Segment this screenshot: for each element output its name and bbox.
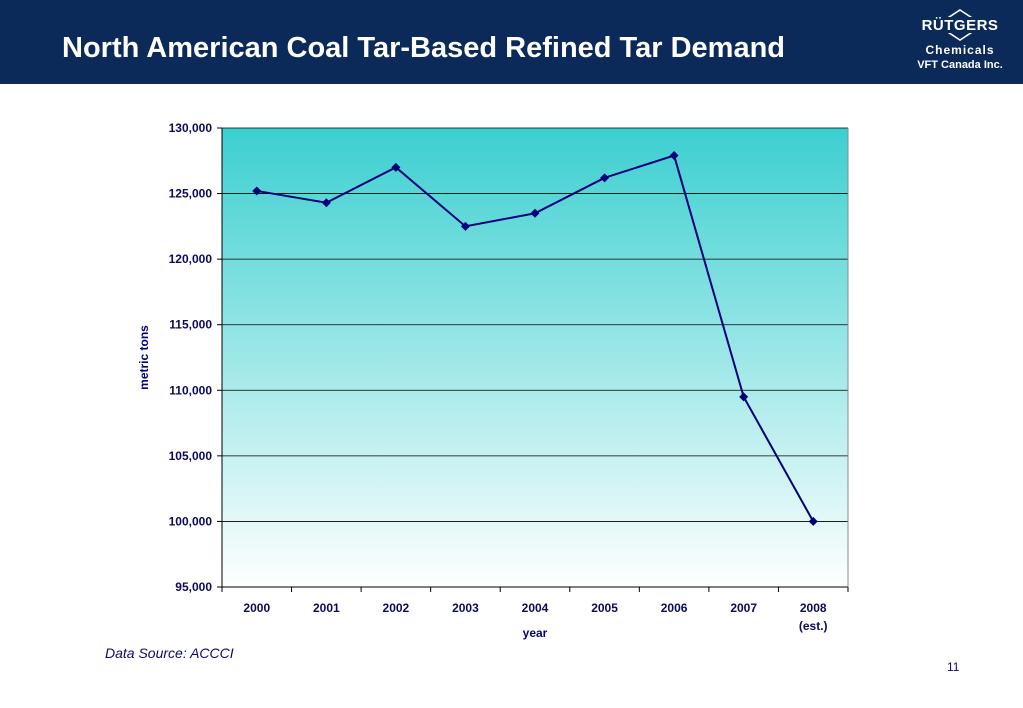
x-tick-label: 2002 — [383, 601, 410, 615]
y-tick-label: 105,000 — [169, 449, 213, 463]
data-point — [739, 392, 749, 402]
series — [252, 151, 818, 526]
data-point — [460, 221, 470, 231]
y-axis-title: metric tons — [137, 325, 151, 390]
gridlines — [222, 127, 848, 522]
axes: 95,000 100,000 105,000 110,000 115,000 120,00… — [169, 121, 849, 633]
y-tick-label: 95,000 — [175, 580, 212, 594]
rutgers-logo-icon: RÜTGERS — [911, 9, 1009, 41]
logo-company: VFT Canada Inc. — [917, 59, 1003, 71]
data-point — [600, 173, 610, 183]
y-tick-label: 125,000 — [169, 187, 213, 201]
data-source-note: Data Source: ACCCI — [105, 645, 234, 661]
header-bar: North American Coal Tar-Based Refined Ta… — [0, 0, 1023, 84]
data-point — [391, 162, 401, 172]
x-tick-label: 2001 — [313, 601, 340, 615]
data-point — [669, 151, 679, 161]
x-tick-label: 2004 — [522, 601, 549, 615]
x-axis-title: year — [523, 626, 548, 640]
x-tick-label: 2006 — [661, 601, 688, 615]
x-tick-sublabel: (est.) — [799, 619, 828, 633]
y-tick-label: 100,000 — [169, 514, 213, 528]
x-tick-label: 2005 — [591, 601, 618, 615]
data-point — [808, 516, 818, 526]
x-tick-label: 2008 — [800, 601, 827, 615]
page-number: 11 — [947, 660, 960, 674]
y-tick-label: 130,000 — [169, 121, 213, 135]
slide-title: North American Coal Tar-Based Refined Ta… — [62, 32, 786, 64]
y-tick-label: 115,000 — [169, 318, 212, 332]
company-logo: RÜTGERS Chemicals VFT Canada Inc. — [904, 8, 1016, 76]
data-point — [530, 208, 540, 218]
data-point — [321, 198, 331, 208]
data-point — [252, 186, 262, 196]
x-tick-label: 2000 — [243, 601, 270, 615]
plot-area — [222, 128, 848, 587]
x-tick-label: 2003 — [452, 601, 479, 615]
logo-wordmark: RÜTGERS — [922, 17, 999, 34]
logo-division: Chemicals — [925, 43, 995, 57]
y-tick-label: 110,000 — [169, 383, 212, 397]
x-tick-label: 2007 — [730, 601, 757, 615]
y-tick-label: 120,000 — [169, 252, 213, 266]
